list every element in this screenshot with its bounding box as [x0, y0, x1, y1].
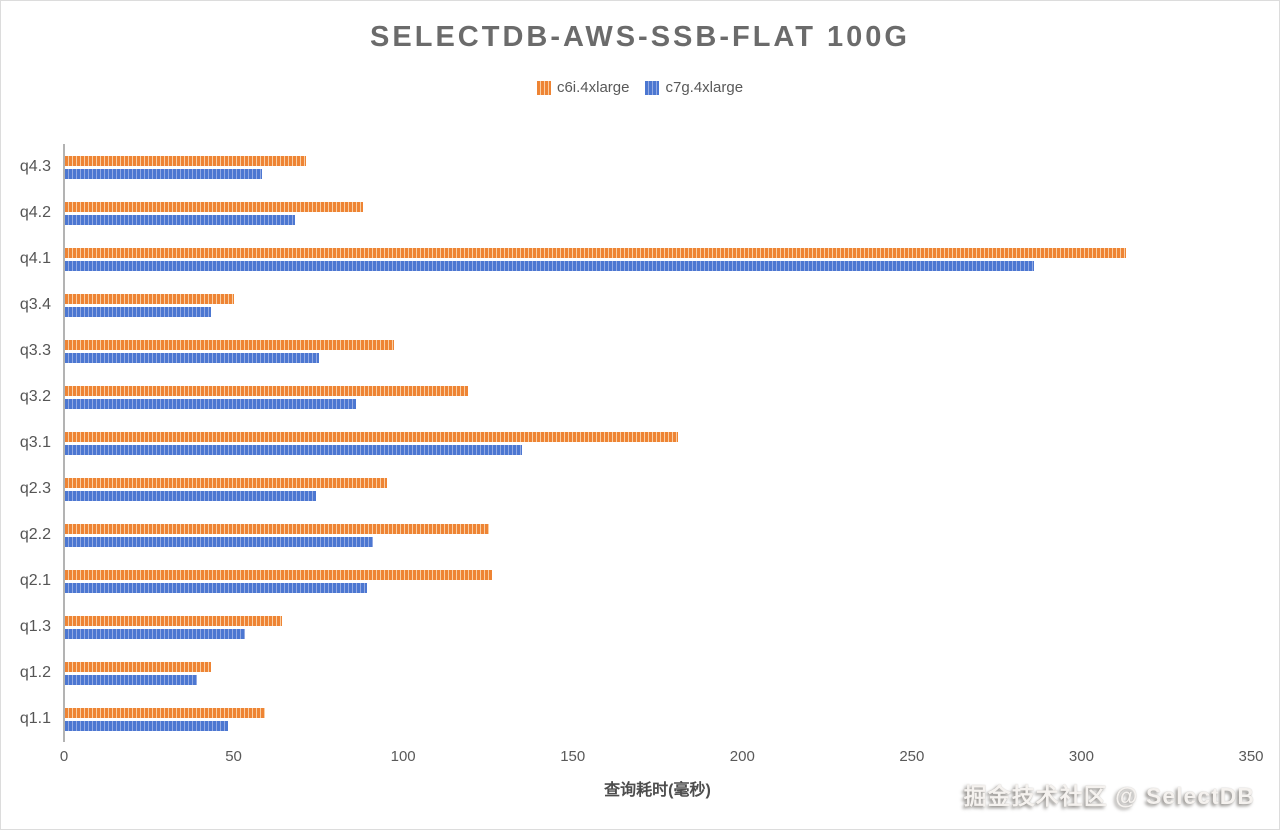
chart-title: SELECTDB-AWS-SSB-FLAT 100G: [370, 21, 910, 53]
bar-c6i.4xlarge[interactable]: [65, 385, 469, 396]
y-axis-label: q1.3: [19, 618, 51, 635]
x-tick-label: 200: [729, 748, 755, 765]
bar-row: q2.3: [1, 466, 1251, 512]
bar-c6i.4xlarge[interactable]: [65, 661, 211, 672]
bar-pair: [65, 190, 1251, 236]
bar-rows: q4.3 q4.2 q4.1 q3.4 q3.3 q3.2 q3.1 q2.3 q2.2 q2.1…: [1, 144, 1251, 742]
y-axis-line: [63, 144, 65, 742]
bar-row: q1.2: [1, 650, 1251, 696]
legend-label-c6i: c6i.4xlarge: [556, 79, 630, 96]
bar-pair: [65, 328, 1251, 374]
bar-c6i.4xlarge[interactable]: [65, 477, 387, 488]
bar-c7g.4xlarge[interactable]: [65, 582, 367, 593]
bar-c6i.4xlarge[interactable]: [65, 615, 282, 626]
bar-c7g.4xlarge[interactable]: [65, 398, 357, 409]
y-axis-label: q2.3: [19, 480, 51, 497]
x-axis-ticks: 0 50 100 150 200 250 300 350: [60, 748, 1264, 768]
bar-pair: [65, 374, 1251, 420]
x-tick-label: 350: [1238, 748, 1264, 765]
bar-pair: [65, 466, 1251, 512]
y-axis-label: q2.1: [19, 572, 51, 589]
bar-c7g.4xlarge[interactable]: [65, 720, 228, 731]
legend-swatch-c6i: [536, 80, 551, 95]
y-axis-label: q4.2: [19, 204, 51, 221]
bar-row: q3.3: [1, 328, 1251, 374]
bar-row: q4.1: [1, 236, 1251, 282]
bar-c6i.4xlarge[interactable]: [65, 293, 235, 304]
bar-row: q1.1: [1, 696, 1251, 742]
bar-c7g.4xlarge[interactable]: [65, 306, 211, 317]
bar-c6i.4xlarge[interactable]: [65, 569, 492, 580]
bar-c6i.4xlarge[interactable]: [65, 707, 265, 718]
bar-c7g.4xlarge[interactable]: [65, 168, 262, 179]
bar-pair: [65, 282, 1251, 328]
y-axis-label: q3.4: [19, 296, 51, 313]
y-axis-label: q4.1: [19, 250, 51, 267]
legend-item-c6i[interactable]: c6i.4xlarge: [536, 79, 630, 96]
bar-c7g.4xlarge[interactable]: [65, 352, 320, 363]
y-axis-label: q3.2: [19, 388, 51, 405]
x-axis-title: 查询耗时(毫秒): [604, 782, 711, 799]
bar-c6i.4xlarge[interactable]: [65, 339, 394, 350]
bar-row: q3.2: [1, 374, 1251, 420]
bar-pair: [65, 512, 1251, 558]
legend-swatch-c7g: [645, 80, 660, 95]
x-tick-label: 150: [560, 748, 586, 765]
bar-c7g.4xlarge[interactable]: [65, 674, 198, 685]
legend-label-c7g: c7g.4xlarge: [665, 79, 744, 96]
y-axis-label: q4.3: [19, 158, 51, 175]
watermark: 掘金技术社区 @ SelectDB: [963, 783, 1255, 809]
bar-pair: [65, 236, 1251, 282]
bar-c6i.4xlarge[interactable]: [65, 201, 364, 212]
legend: c6i.4xlarge c7g.4xlarge: [1, 79, 1279, 96]
bar-c7g.4xlarge[interactable]: [65, 260, 1035, 271]
bar-row: q1.3: [1, 604, 1251, 650]
bar-row: q2.2: [1, 512, 1251, 558]
bar-row: q3.1: [1, 420, 1251, 466]
bar-row: q2.1: [1, 558, 1251, 604]
bar-pair: [65, 558, 1251, 604]
bar-pair: [65, 696, 1251, 742]
bar-pair: [65, 650, 1251, 696]
bar-c6i.4xlarge[interactable]: [65, 431, 679, 442]
bar-c6i.4xlarge[interactable]: [65, 155, 306, 166]
bar-c7g.4xlarge[interactable]: [65, 536, 374, 547]
y-axis-label: q2.2: [19, 526, 51, 543]
y-axis-label: q1.2: [19, 664, 51, 681]
x-tick-label: 0: [59, 748, 69, 765]
x-tick-label: 250: [899, 748, 925, 765]
bar-c6i.4xlarge[interactable]: [65, 523, 489, 534]
bar-c7g.4xlarge[interactable]: [65, 214, 296, 225]
bar-pair: [65, 144, 1251, 190]
y-axis-label: q3.3: [19, 342, 51, 359]
bar-row: q4.2: [1, 190, 1251, 236]
bar-c7g.4xlarge[interactable]: [65, 444, 523, 455]
bar-pair: [65, 420, 1251, 466]
bar-c7g.4xlarge[interactable]: [65, 628, 245, 639]
bar-c6i.4xlarge[interactable]: [65, 247, 1126, 258]
x-tick-label: 100: [390, 748, 416, 765]
y-axis-label: q3.1: [19, 434, 51, 451]
bar-pair: [65, 604, 1251, 650]
bar-c7g.4xlarge[interactable]: [65, 490, 316, 501]
bar-row: q3.4: [1, 282, 1251, 328]
legend-item-c7g[interactable]: c7g.4xlarge: [645, 79, 743, 96]
y-axis-label: q1.1: [19, 710, 51, 727]
x-tick-label: 300: [1068, 748, 1094, 765]
plot-area: q4.3 q4.2 q4.1 q3.4 q3.3 q3.2 q3.1 q2.3 q2.2 q2.1…: [1, 144, 1251, 742]
x-tick-label: 50: [225, 748, 242, 765]
bar-row: q4.3: [1, 144, 1251, 190]
